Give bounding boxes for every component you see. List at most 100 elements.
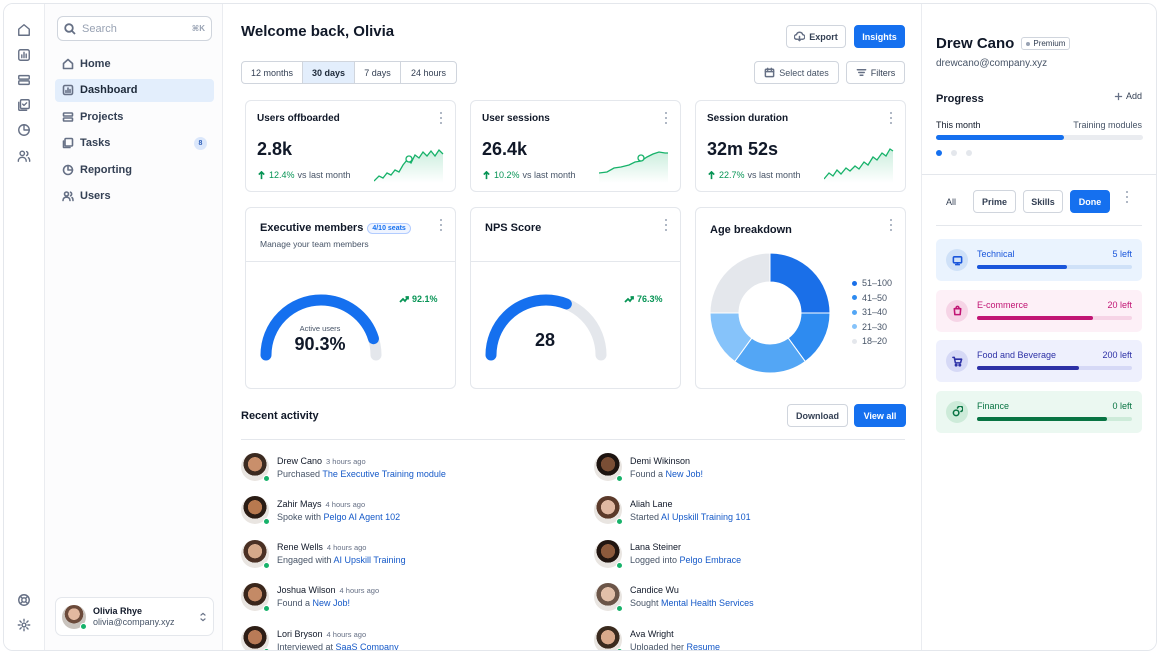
pie-chart-icon[interactable]: [16, 122, 32, 138]
trend-up-icon: [624, 296, 634, 303]
activity-user: Demi Wikinson: [630, 455, 691, 466]
more-options-icon[interactable]: [889, 112, 893, 124]
activity-link[interactable]: Pelgo AI Agent 102: [323, 511, 401, 522]
sidebar-item-home[interactable]: Home: [55, 52, 214, 75]
stat-title: User sessions: [482, 113, 550, 124]
activity-link[interactable]: New Job!: [312, 598, 351, 609]
module-card-technical[interactable]: Technical 5 left: [936, 239, 1142, 281]
online-status-dot: [263, 604, 270, 612]
home-icon: [62, 58, 74, 69]
activity-link[interactable]: The Executive Training module: [322, 468, 446, 479]
view-all-button[interactable]: View all: [854, 404, 906, 427]
module-progress-bar: [977, 416, 1132, 421]
activity-description: Engaged with AI Upskill Training: [277, 555, 406, 566]
sidebar-item-reporting[interactable]: Reporting: [55, 158, 214, 181]
home-icon[interactable]: [16, 22, 32, 38]
tab-done[interactable]: Done: [1070, 190, 1110, 213]
range-tab-12-months[interactable]: 12 months: [242, 62, 303, 83]
arrow-up-icon: [258, 170, 265, 179]
online-status-dot: [80, 622, 87, 630]
activity-item[interactable]: Lori Bryson 4 hours ago Interviewed at Saa…: [241, 626, 399, 651]
legend-label: 51–100: [862, 278, 893, 289]
more-options-icon[interactable]: [664, 219, 668, 231]
activity-link[interactable]: Resume: [686, 641, 721, 651]
activity-item[interactable]: Drew Cano 3 hours ago Purchased The Execut…: [241, 453, 446, 482]
activity-link[interactable]: Mental Health Services: [661, 598, 754, 609]
avatar: [241, 496, 270, 526]
activity-link[interactable]: AI Upskill Training 101: [661, 511, 751, 522]
sidebar-item-tasks[interactable]: Tasks 8: [55, 132, 214, 155]
range-tab-30-days[interactable]: 30 days: [303, 62, 355, 83]
layers-icon[interactable]: [16, 72, 32, 88]
settings-icon[interactable]: [16, 617, 32, 633]
module-card-finance[interactable]: Finance 0 left: [936, 390, 1142, 433]
activity-item[interactable]: Demi Wikinson Found a New Job!: [594, 453, 704, 482]
download-label: Download: [796, 410, 839, 421]
module-progress-bar: [977, 315, 1132, 320]
users-icon[interactable]: [16, 148, 32, 164]
module-card-food-and-beverage[interactable]: Food and Beverage 200 left: [936, 340, 1142, 382]
gauge-change: 92.1%: [399, 294, 438, 304]
check-square-icon[interactable]: [16, 97, 32, 113]
module-card-e-commerce[interactable]: E-commerce 20 left: [936, 289, 1142, 332]
activity-item[interactable]: Zahir Mays 4 hours ago Spoke with Pelgo AI…: [241, 496, 401, 526]
sidebar-item-users[interactable]: Users: [55, 185, 214, 208]
more-options-icon[interactable]: [664, 112, 668, 124]
activity-link[interactable]: AI Upskill Training: [333, 555, 406, 566]
activity-link[interactable]: SaaS Company: [335, 641, 399, 651]
tab-skills[interactable]: Skills: [1023, 190, 1063, 213]
range-tab-7-days[interactable]: 7 days: [355, 62, 401, 83]
tab-all[interactable]: All: [936, 190, 966, 213]
activity-item[interactable]: Candice Wu Sought Mental Health Services: [594, 582, 754, 612]
support-icon[interactable]: [16, 592, 32, 608]
activity-description: Found a New Job!: [277, 598, 351, 609]
avatar: [241, 539, 270, 569]
more-options-icon[interactable]: [439, 219, 443, 231]
activity-item[interactable]: Joshua Wilson 4 hours ago Found a New Job!: [241, 582, 379, 612]
add-button[interactable]: Add: [1114, 91, 1142, 101]
donut-slice-51–100: [769, 252, 831, 314]
stat-change: 12.4% vs last month: [257, 170, 351, 180]
gauge-change-value: 92.1%: [412, 294, 438, 304]
activity-item[interactable]: Lana Steiner Logged into Pelgo Embrace: [594, 539, 742, 569]
chevron-selector-icon[interactable]: [199, 612, 207, 622]
sidebar-item-projects[interactable]: Projects: [55, 105, 214, 128]
activity-description: Purchased The Executive Training module: [277, 468, 446, 479]
module-remaining: 5 left: [1112, 249, 1132, 259]
search-input[interactable]: Search ⌘K: [57, 16, 212, 41]
more-options-icon[interactable]: [1126, 191, 1130, 203]
activity-link[interactable]: Pelgo Embrace: [679, 555, 742, 566]
activity-item[interactable]: Aliah Lane Started AI Upskill Training 10…: [594, 496, 751, 526]
stat-value: 2.8k: [257, 139, 293, 159]
activity-item[interactable]: Ava Wright Uploaded her Resume: [594, 626, 721, 651]
tab-prime[interactable]: Prime: [973, 190, 1016, 213]
range-tab-24-hours[interactable]: 24 hours: [410, 67, 447, 78]
stat-change-value: 22.7%: [719, 170, 745, 180]
more-options-icon[interactable]: [439, 112, 443, 124]
progress-left-label: This month: [936, 120, 981, 130]
sidebar-item-dashboard[interactable]: Dashboard: [55, 78, 214, 102]
sidebar-item-label: Users: [80, 190, 111, 202]
profile-panel: Drew Cano Premium drewcano@company.xyz Pr…: [921, 4, 1156, 650]
users-icon: [62, 191, 74, 202]
activity-link[interactable]: New Job!: [665, 468, 704, 479]
more-options-icon[interactable]: [889, 219, 893, 231]
insights-button[interactable]: Insights: [854, 25, 905, 48]
carousel-dots[interactable]: [936, 150, 972, 156]
avatar: [594, 539, 623, 569]
legend-label: 31–40: [862, 307, 888, 318]
filters-button[interactable]: Filters: [846, 61, 905, 84]
activity-item[interactable]: Rene Wells 4 hours ago Engaged with AI Ups…: [241, 539, 406, 569]
online-status-dot: [263, 518, 270, 526]
select-dates-button[interactable]: Select dates: [754, 61, 839, 84]
nps-score-card: NPS Score 28 76.3%: [470, 207, 681, 389]
bar-chart-icon[interactable]: [16, 47, 32, 63]
module-remaining: 20 left: [1107, 299, 1132, 310]
filter-lines-icon: [856, 69, 867, 76]
legend-swatch: [852, 338, 857, 344]
export-button[interactable]: Export: [786, 25, 846, 48]
current-user-card[interactable]: Olivia Rhye olivia@company.xyz: [55, 597, 214, 636]
download-button[interactable]: Download: [787, 404, 848, 427]
legend-item: 41–50: [852, 291, 892, 306]
avatar: [594, 453, 623, 482]
